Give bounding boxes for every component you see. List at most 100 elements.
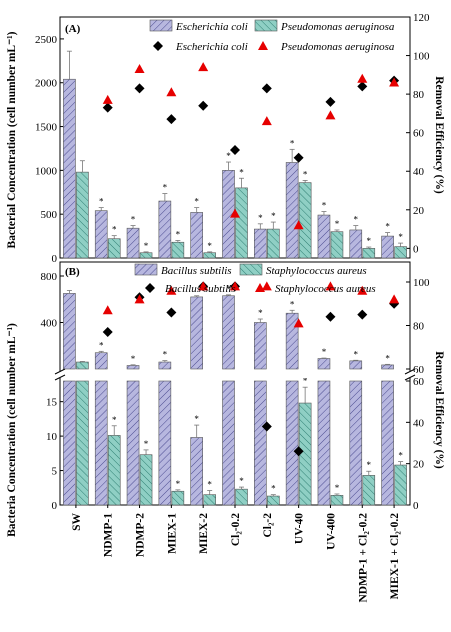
panel-a-sig-paeruginosa: * <box>335 219 340 229</box>
legend-label-saureus-bar: Staphylococcus aureus <box>266 265 367 277</box>
panel-b-ytick-label-upper: 400 <box>41 318 58 330</box>
axis-break-mark <box>404 368 416 375</box>
panel-a-sig-ecoli: * <box>258 213 263 223</box>
panel-a-bar-paeruginosa <box>203 252 216 259</box>
panel-b-ytick-label-upper: 800 <box>41 271 58 283</box>
x-category-label: NDMP-2 <box>135 513 147 557</box>
panel-b-y2tick-label-lower: 60 <box>413 376 425 388</box>
panel-b-sig-saureus: * <box>271 484 276 494</box>
panel-a-bar-paeruginosa <box>171 241 185 259</box>
panel-a-sig-ecoli: * <box>163 183 168 193</box>
panel-b-point-bsubtilis <box>357 309 368 320</box>
panel-b-bar-bsubtilis-lower <box>381 380 394 506</box>
panel-b-ytick-label-lower: 15 <box>46 397 58 409</box>
panel-b-bar-saureus <box>139 454 153 506</box>
panel-b-sig-saureus: * <box>144 439 149 449</box>
panel-b-y2tick-label-lower: 0 <box>413 500 419 512</box>
panel-b-label: (B) <box>65 266 80 278</box>
panel-b-ytick-label-lower: 5 <box>52 466 58 478</box>
x-category-label: UV-40 <box>294 513 306 544</box>
panel-a-point-ecoli <box>198 100 209 111</box>
panel-a-sig-ecoli: * <box>354 215 359 225</box>
panel-b-point-saureus <box>325 281 336 291</box>
panel-a-sig-paeruginosa: * <box>398 232 403 242</box>
panel-b-chart: 400 800 0 5 10 15 60 80 100 0 20 40 60 (B) * * * * * * * * * * *… <box>41 261 430 512</box>
panel-b-bar-saureus <box>362 475 376 506</box>
panel-b-y2tick-label-lower: 20 <box>413 459 425 471</box>
panel-a-point-paeruginosa <box>357 73 368 83</box>
panel-b-sig-saureus: * <box>239 476 244 486</box>
panel-b-point-saureus <box>261 281 272 291</box>
panel-b-sig-saureus: * <box>398 451 403 461</box>
panel-a-bar-ecoli <box>285 162 299 259</box>
panel-b-point-bsubtilis <box>261 421 272 432</box>
panel-b-bar-bsubtilis-upper <box>190 296 203 370</box>
panel-b-sig-saureus: * <box>367 460 372 470</box>
panel-b-sig-saureus: * <box>176 479 181 489</box>
panel-b-ytick-label-lower: 10 <box>46 431 58 443</box>
panel-a-ytick-label: 1000 <box>35 165 58 177</box>
panel-b-sig-bsubtilis: * <box>290 299 295 309</box>
panel-b-ytick-label-lower: 0 <box>52 500 58 512</box>
panel-a-sig-paeruginosa: * <box>207 241 212 251</box>
panel-b-bar-bsubtilis-lower <box>126 380 140 506</box>
panel-b-bar-saureus <box>171 490 185 506</box>
panel-b-point-bsubtilis <box>325 311 336 322</box>
panel-a-y2tick-label: 60 <box>413 128 425 140</box>
panel-b-sig-bsubtilis: * <box>226 284 231 294</box>
panel-b-bar-saureus <box>107 435 121 506</box>
panel-b-sig-saureus: * <box>207 480 212 490</box>
panel-a-bar-paeruginosa <box>235 187 248 259</box>
panel-b-bar-bsubtilis <box>126 365 140 370</box>
panel-a-bar-ecoli <box>317 214 331 259</box>
panel-a-bar-paeruginosa <box>298 182 312 259</box>
panel-b-bar-saureus <box>203 494 216 506</box>
panel-a-point-ecoli <box>261 83 272 94</box>
panel-b-sig-saureus: * <box>112 415 117 425</box>
panel-a-y2tick-label: 80 <box>413 89 425 101</box>
panel-a-sig-ecoli: * <box>322 201 327 211</box>
panel-b-bar-saureus-lower <box>76 380 89 506</box>
panel-b-bar-bsubtilis <box>317 358 331 370</box>
panel-a-point-ecoli <box>293 152 304 163</box>
legend-swatch-bsubtilis-bar <box>134 263 158 276</box>
panel-b-bar-bsubtilis <box>158 361 172 370</box>
legend-marker-paeruginosa-point <box>258 41 268 50</box>
panel-b-point-saureus <box>389 294 400 304</box>
y-right-axis-title: Removal Efficiency (%) Removal Efficienc… <box>433 76 445 469</box>
panel-b-y2tick-label-upper: 100 <box>413 277 430 289</box>
panel-b-bar-saureus <box>235 488 248 506</box>
panel-b-bar-bsubtilis <box>349 360 363 370</box>
panel-b-point-saureus <box>357 285 368 295</box>
panel-b-point-saureus <box>230 281 240 291</box>
panel-b-bar-saureus <box>76 361 89 370</box>
panel-b-bar-saureus <box>267 495 280 506</box>
panel-a-point-ecoli <box>134 83 145 94</box>
panel-a-sig-paeruginosa: * <box>239 167 244 177</box>
panel-a-point-ecoli <box>102 102 113 113</box>
panel-b-bar-bsubtilis-lower <box>222 380 235 506</box>
panel-a-bar-ecoli <box>94 210 108 259</box>
panel-b-point-saureus <box>293 318 304 328</box>
panel-a-sig-paeruginosa: * <box>144 241 149 251</box>
panel-b-bar-bsubtilis <box>222 295 235 370</box>
panel-b-point-saureus <box>166 285 177 295</box>
panel-a-bar-ecoli <box>126 227 140 259</box>
panel-a-bar-ecoli <box>190 212 203 259</box>
x-category-label: MIEX-2 <box>198 513 210 554</box>
panel-b-y2tick-label-lower: 40 <box>413 417 425 429</box>
panel-b-bar-bsubtilis <box>285 312 299 370</box>
panel-a-bar-ecoli <box>381 235 394 259</box>
y-left-axis-title: Bacterial Concentration (cell number mL⁻… <box>6 31 18 536</box>
panel-a-label: (A) <box>65 23 81 35</box>
panel-b-bar-bsubtilis-lower <box>94 380 108 506</box>
panel-b-point-bsubtilis <box>293 446 304 457</box>
panel-a-sig-ecoli: * <box>290 138 295 148</box>
panel-b-bar-bsubtilis-lower <box>254 380 267 506</box>
panel-a-point-paeruginosa <box>102 94 113 104</box>
svg-text:Bacteria Concentration (cell n: Bacteria Concentration (cell number mL⁻¹… <box>6 323 18 537</box>
panel-a-point-paeruginosa <box>198 62 209 72</box>
panel-b-y2tick-label-upper: 80 <box>413 321 425 333</box>
x-category-label: MIEX-1 + Cl₂-0.2 <box>389 513 401 600</box>
